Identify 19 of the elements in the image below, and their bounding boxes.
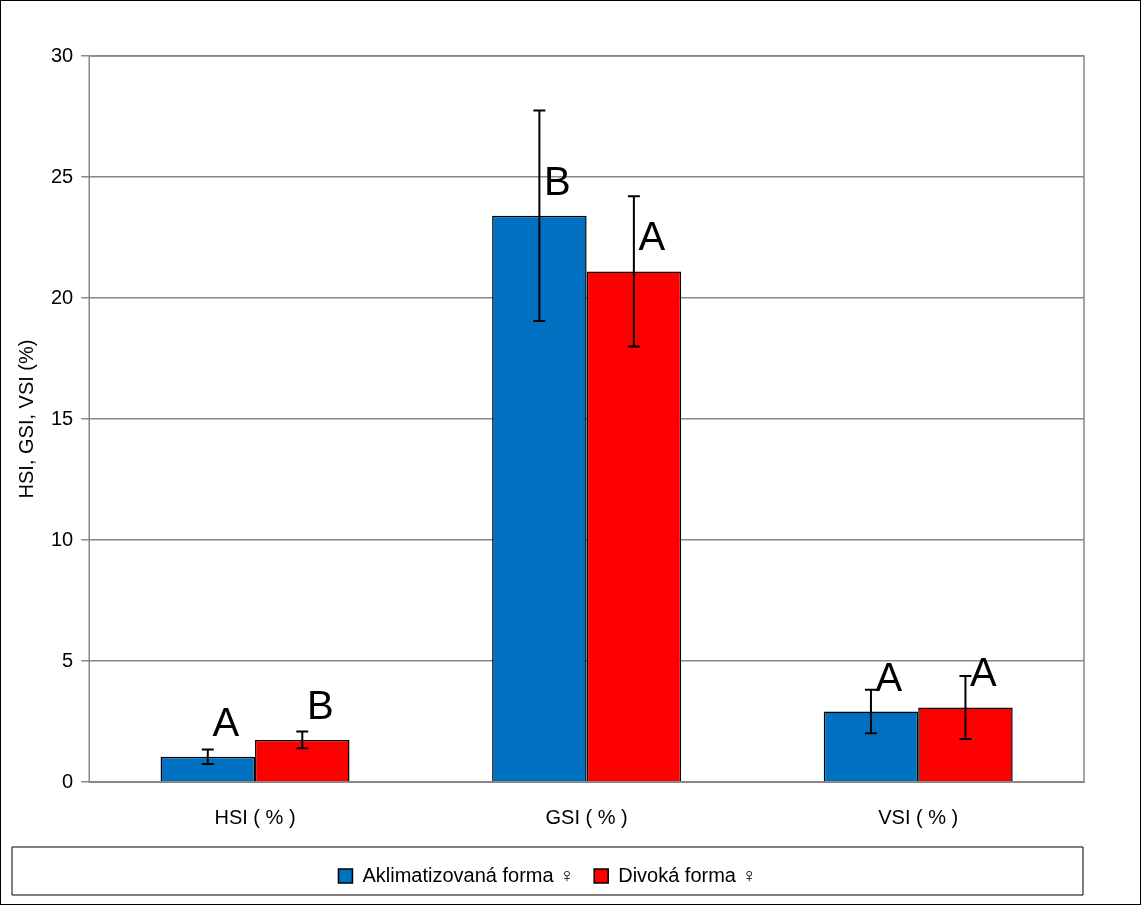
y-axis-title: HSI, GSI, VSI (%) xyxy=(14,339,37,499)
y-tick-label: 20 xyxy=(51,285,74,308)
legend-label: Aklimatizovaná forma ♀ xyxy=(362,863,575,886)
y-tick-label: 25 xyxy=(51,164,74,187)
y-tick-label: 15 xyxy=(51,406,74,429)
annotation: A xyxy=(970,650,998,695)
x-tick-label: GSI ( % ) xyxy=(545,805,628,828)
annotation: A xyxy=(212,699,240,744)
y-tick-label: 0 xyxy=(62,769,74,792)
x-tick-label: HSI ( % ) xyxy=(214,805,296,828)
y-tick-label: 30 xyxy=(51,43,74,66)
legend-label: Divoká forma ♀ xyxy=(618,863,757,886)
y-tick-label: 5 xyxy=(62,648,74,671)
x-tick-label: VSI ( % ) xyxy=(878,805,959,828)
y-tick-label: 10 xyxy=(51,527,74,550)
annotation: A xyxy=(638,214,666,259)
annotation: B xyxy=(544,158,571,203)
annotation: B xyxy=(306,682,334,727)
annotation: A xyxy=(875,654,903,699)
